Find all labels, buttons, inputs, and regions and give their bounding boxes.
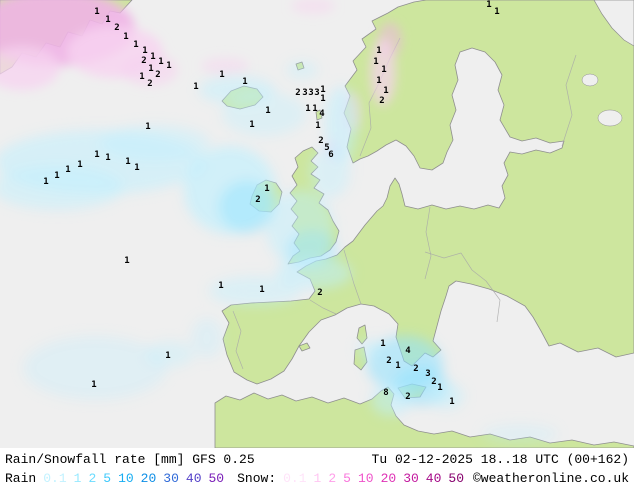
- rain-scale-value: 5: [103, 471, 112, 486]
- rain-scale-value: 20: [140, 471, 157, 486]
- rain-scale-value: 40: [185, 471, 202, 486]
- rain-scale-value: 50: [208, 471, 225, 486]
- snow-scale-value: 10: [357, 471, 374, 486]
- snow-scale: 0.1 1 2 5 10 20 30 40 50: [283, 471, 464, 486]
- map-title: Rain/Snowfall rate [mm] GFS 0.25: [5, 452, 255, 467]
- snow-scale-value: 50: [448, 471, 465, 486]
- snow-scale-value: 40: [425, 471, 442, 486]
- snow-scale-value: 2: [328, 471, 337, 486]
- footer-title-row: Rain/Snowfall rate [mm] GFS 0.25 Tu 02-1…: [5, 450, 629, 469]
- lake-onega: [581, 73, 599, 87]
- rain-overlay: [0, 61, 558, 444]
- rain-label: Rain: [5, 471, 37, 486]
- lake-ladoga: [597, 109, 623, 127]
- land-mallorca: [298, 342, 311, 352]
- rain-scale-value: 2: [88, 471, 97, 486]
- copyright: ©weatheronline.co.uk: [472, 471, 629, 486]
- rain-scale-value: 10: [118, 471, 134, 486]
- snow-label: Snow:: [237, 471, 277, 486]
- snow-scale-value: 20: [380, 471, 397, 486]
- legend-footer: Rain/Snowfall rate [mm] GFS 0.25 Tu 02-1…: [0, 448, 634, 490]
- inland-seas: [581, 0, 634, 127]
- map-datetime: Tu 02-12-2025 18..18 UTC (00+162): [371, 452, 629, 467]
- snow-scale-value: 1: [313, 471, 322, 486]
- rain-scale-value: 30: [163, 471, 179, 486]
- footer-legend-row: Rain 0.1 1 2 5 10 20 30 40 50 Snow: 0.1 1 2 5 10 20 30…: [5, 469, 629, 488]
- rain-scale-value: 0.1: [43, 471, 67, 486]
- land-shetland: [315, 109, 323, 121]
- snow-overlay: [0, 0, 402, 161]
- rain-scale-value: 1: [73, 471, 82, 486]
- rain-scale: 0.1 1 2 5 10 20 30 40 50: [43, 471, 224, 486]
- white-sea: [593, 0, 634, 47]
- snow-scale-value: 30: [403, 471, 419, 486]
- legend-scales: Rain 0.1 1 2 5 10 20 30 40 50 Snow: 0.1 1 2 5 10 20 30…: [5, 471, 464, 486]
- snow-scale-value: 5: [343, 471, 351, 486]
- map-svg: [0, 0, 634, 448]
- snow-scale-value: 0.1: [283, 471, 307, 486]
